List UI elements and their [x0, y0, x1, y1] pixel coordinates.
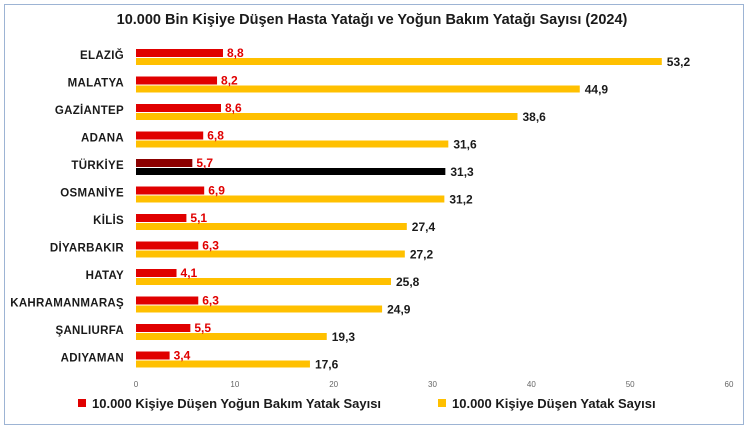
bar-hospital-bed — [136, 278, 391, 285]
data-label-hospital-bed: 17,6 — [315, 358, 339, 372]
x-tick-label: 30 — [428, 380, 437, 389]
data-label-hospital-bed: 27,4 — [412, 220, 436, 234]
x-tick-label: 40 — [527, 380, 536, 389]
bar-intensive-care — [136, 159, 193, 167]
legend-label-intensive-care: 10.000 Kişiye Düşen Yoğun Bakım Yatak Sa… — [92, 396, 381, 411]
data-label-hospital-bed: 24,9 — [387, 303, 411, 317]
category-label: GAZİANTEP — [55, 104, 124, 117]
bar-intensive-care — [136, 269, 177, 277]
chart-frame — [4, 4, 744, 425]
chart-title: 10.000 Bin Kişiye Düşen Hasta Yatağı ve … — [117, 12, 628, 28]
bar-hospital-bed — [136, 360, 310, 368]
bar-hospital-bed — [136, 58, 662, 65]
data-label-intensive-care: 8,6 — [225, 101, 242, 115]
data-label-intensive-care: 6,3 — [202, 294, 219, 308]
bar-intensive-care — [136, 296, 199, 305]
category-label: HATAY — [86, 270, 124, 282]
data-label-intensive-care: 6,8 — [207, 129, 224, 143]
legend-swatch-hospital-bed — [438, 399, 446, 407]
data-label-intensive-care: 5,7 — [196, 156, 213, 170]
bar-hospital-bed — [136, 223, 407, 230]
bar-intensive-care — [136, 76, 218, 85]
x-tick-label: 50 — [626, 380, 635, 389]
data-label-intensive-care: 4,1 — [181, 266, 198, 280]
x-tick-label: 10 — [230, 380, 239, 389]
category-label: TÜRKİYE — [71, 159, 124, 172]
category-label: ADANA — [81, 133, 124, 145]
bar-intensive-care — [136, 186, 205, 195]
legend-label-hospital-bed: 10.000 Kişiye Düşen Yatak Sayısı — [452, 396, 656, 411]
data-label-hospital-bed: 53,2 — [667, 55, 691, 69]
category-label: ŞANLIURFA — [55, 325, 124, 337]
data-label-hospital-bed: 38,6 — [522, 110, 546, 124]
category-label: KİLİS — [93, 214, 124, 227]
bar-hospital-bed — [136, 168, 446, 175]
x-tick-label: 0 — [134, 380, 139, 389]
data-label-intensive-care: 8,2 — [221, 74, 238, 88]
data-label-hospital-bed: 44,9 — [585, 83, 609, 97]
x-tick-label: 60 — [725, 380, 734, 389]
bar-hospital-bed — [136, 305, 383, 313]
bar-hospital-bed — [136, 85, 580, 93]
category-label: DİYARBAKIR — [50, 242, 125, 255]
data-label-intensive-care: 8,8 — [227, 46, 244, 60]
bar-intensive-care — [136, 49, 223, 57]
category-label: KAHRAMANMARAŞ — [10, 298, 124, 310]
category-label: MALATYA — [68, 78, 124, 90]
data-label-hospital-bed: 31,3 — [450, 165, 474, 179]
data-label-hospital-bed: 31,6 — [453, 138, 477, 152]
data-label-intensive-care: 5,5 — [194, 321, 211, 335]
bar-hospital-bed — [136, 250, 405, 258]
bar-hospital-bed — [136, 113, 518, 120]
data-label-hospital-bed: 19,3 — [332, 330, 356, 344]
data-label-hospital-bed: 25,8 — [396, 275, 420, 289]
bar-intensive-care — [136, 324, 191, 332]
data-label-intensive-care: 6,9 — [208, 184, 225, 198]
data-label-intensive-care: 3,4 — [174, 349, 191, 363]
data-label-hospital-bed: 31,2 — [449, 193, 473, 207]
category-label: ELAZIĞ — [80, 49, 124, 62]
bar-intensive-care — [136, 131, 204, 140]
bar-hospital-bed — [136, 140, 449, 148]
bar-hospital-bed — [136, 333, 327, 340]
x-tick-label: 20 — [329, 380, 338, 389]
data-label-intensive-care: 6,3 — [202, 239, 219, 253]
category-label: ADIYAMAN — [61, 353, 124, 365]
bar-intensive-care — [136, 241, 199, 250]
bar-hospital-bed — [136, 195, 445, 203]
legend-swatch-intensive-care — [78, 399, 86, 407]
bar-intensive-care — [136, 214, 187, 222]
category-label: OSMANİYE — [60, 187, 124, 200]
bar-intensive-care — [136, 351, 170, 360]
bar-intensive-care — [136, 104, 221, 112]
data-label-intensive-care: 5,1 — [190, 211, 207, 225]
data-label-hospital-bed: 27,2 — [410, 248, 434, 262]
